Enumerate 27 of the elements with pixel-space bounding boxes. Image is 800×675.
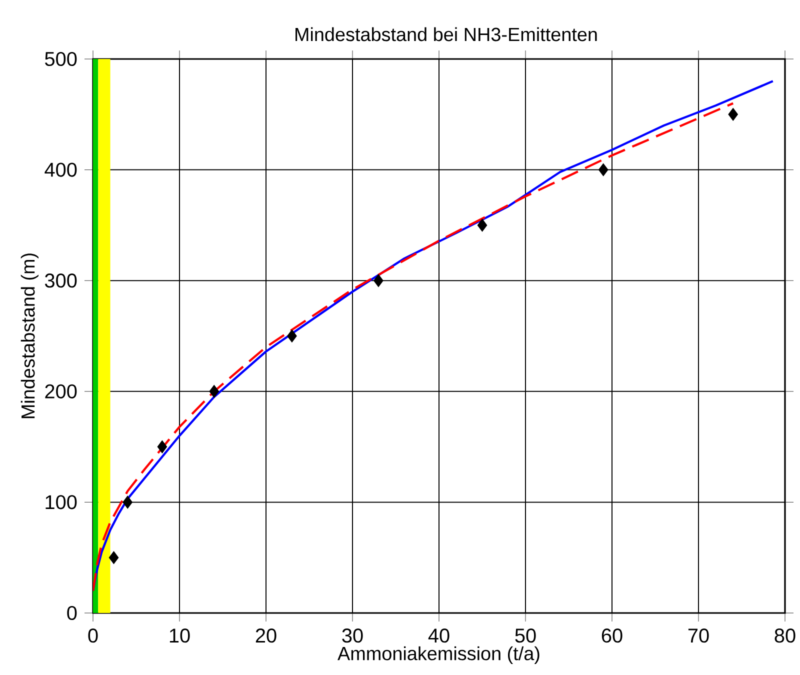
chart-title: Mindestabstand bei NH3-Emittenten (296, 27, 597, 42)
x-tick-label: 20 (256, 628, 276, 643)
y-tick-label: 0 (67, 606, 77, 620)
point (108, 551, 119, 564)
x-tick-label: 50 (515, 628, 536, 643)
y-tick-label: 500 (45, 52, 77, 66)
y-axis-title: Mindestabstand (m) (20, 254, 38, 418)
y-tick-label: 200 (45, 384, 77, 398)
point (157, 440, 168, 454)
x-tick-label: 30 (342, 628, 363, 643)
point (122, 496, 132, 509)
x-tick-label: 40 (428, 628, 450, 643)
x-tick-label: 0 (88, 628, 98, 643)
x-tick-label: 70 (688, 628, 709, 643)
x-tick-label: 60 (602, 628, 622, 643)
y-tick-label: 300 (44, 274, 77, 288)
point (209, 385, 219, 398)
y-tick-label: 100 (46, 495, 77, 510)
x-tick-label: 80 (774, 628, 796, 643)
point (287, 330, 297, 342)
x-axis-title: Ammoniakemission (t/a) (338, 646, 540, 664)
point (477, 218, 488, 232)
point (598, 163, 608, 176)
y-tick-label: 400 (44, 162, 77, 177)
x-tick-label: 10 (170, 628, 190, 643)
point (374, 274, 384, 287)
point (728, 108, 738, 121)
